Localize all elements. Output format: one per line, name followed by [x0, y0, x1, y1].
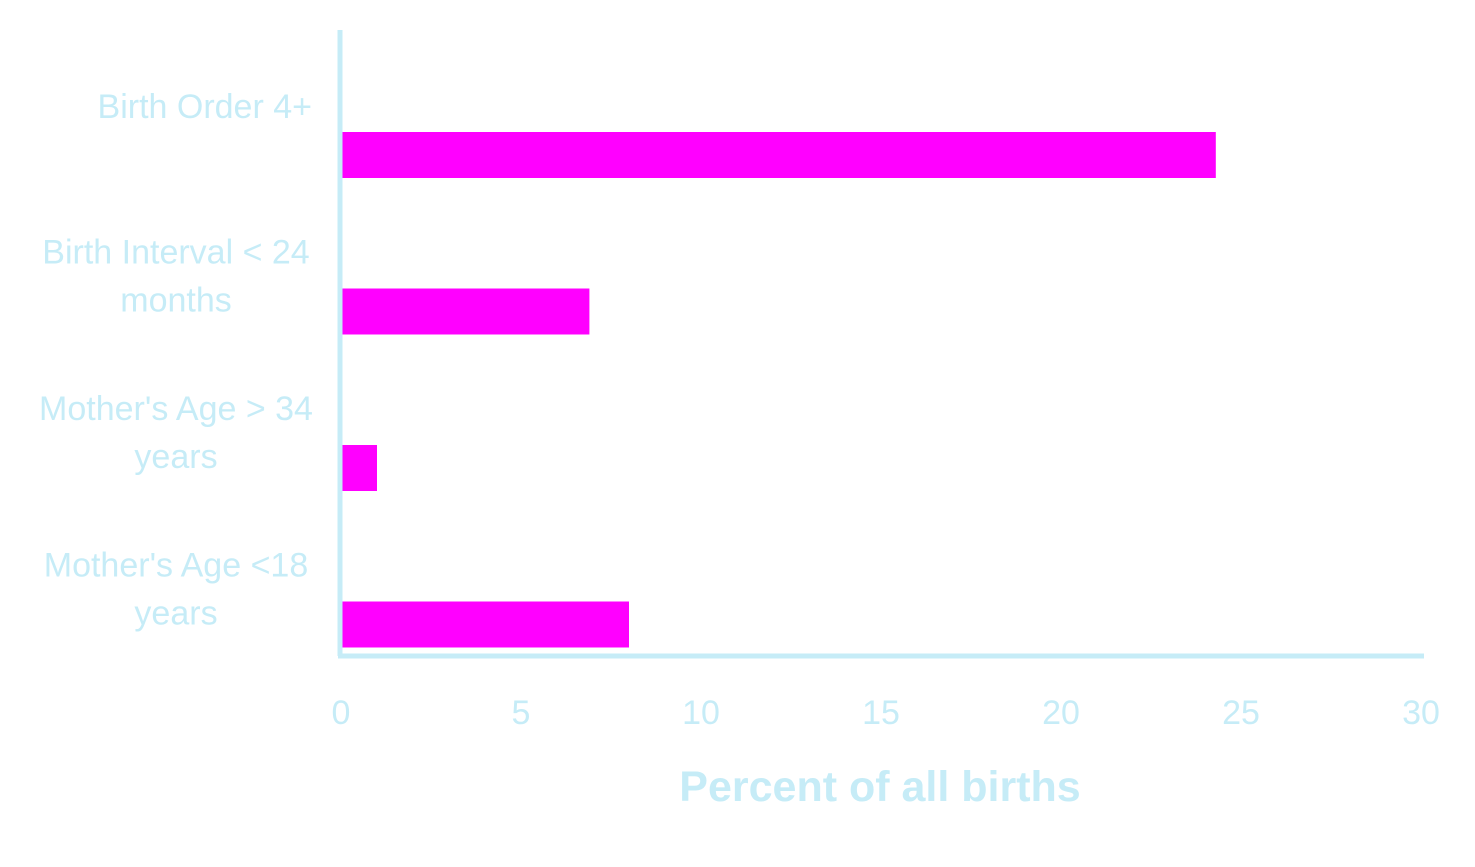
bars-layer: [341, 132, 1216, 648]
bar-2: [341, 445, 377, 491]
x-tick-label-4: 20: [1042, 694, 1080, 732]
category-label-0: Birth Order 4+: [98, 88, 312, 126]
bar-0: [341, 132, 1216, 178]
category-label-2: Mother's Age > 34 years: [39, 390, 313, 476]
category-label-line: months: [120, 282, 232, 320]
bar-3: [341, 601, 629, 648]
x-tick-label-1: 5: [512, 694, 531, 732]
bar-1: [341, 288, 590, 335]
category-label-line: years: [134, 438, 217, 476]
category-label-line: Mother's Age > 34: [39, 390, 313, 428]
x-tick-label-6: 30: [1402, 694, 1440, 732]
category-label-line: years: [134, 595, 217, 633]
category-labels: Birth Order 4+ Birth Interval < 24 months M…: [39, 88, 313, 633]
x-tick-label-2: 10: [682, 694, 720, 732]
category-label-line: Mother's Age <18: [44, 547, 309, 585]
x-tick-label-5: 25: [1222, 694, 1260, 732]
x-axis-title: Percent of all births: [679, 763, 1080, 811]
x-tick-label-3: 15: [862, 694, 900, 732]
category-label-1: Birth Interval < 24 months: [42, 234, 309, 320]
x-tick-label-0: 0: [332, 694, 351, 732]
category-label-3: Mother's Age <18 years: [44, 547, 309, 633]
x-tick-labels: 0 5 10 15 20 25 30: [332, 694, 1440, 732]
category-label-line: Birth Interval < 24: [42, 234, 309, 272]
category-label-line: Birth Order 4+: [98, 88, 312, 126]
